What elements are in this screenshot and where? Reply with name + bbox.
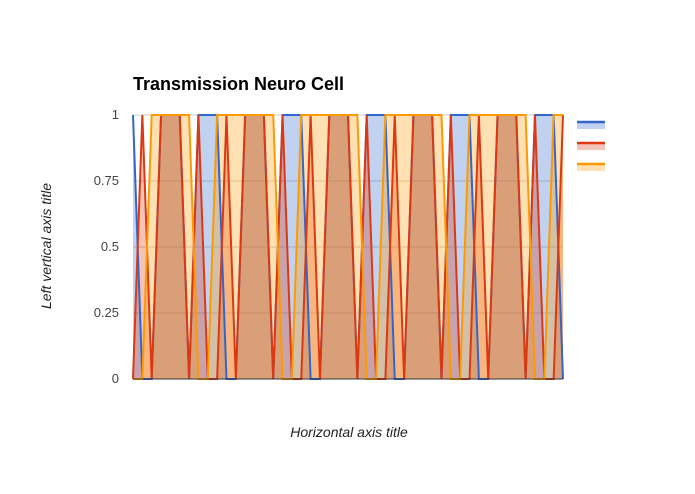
y-tick-label: 0.25 bbox=[94, 305, 119, 320]
y-tick-label: 0.5 bbox=[101, 239, 119, 254]
legend-swatch-1 bbox=[577, 122, 605, 129]
y-axis-title: Left vertical axis title bbox=[38, 183, 54, 309]
x-axis-title: Horizontal axis title bbox=[290, 424, 408, 440]
series-2-area bbox=[133, 115, 563, 379]
y-tick-labels: 0 0.25 0.5 0.75 1 bbox=[94, 107, 119, 386]
series-1-area bbox=[133, 115, 563, 379]
series-areas bbox=[133, 115, 563, 379]
legend-swatch-3 bbox=[577, 164, 605, 171]
series-3-area bbox=[133, 115, 563, 379]
y-tick-label: 0 bbox=[112, 371, 119, 386]
legend-swatch-2 bbox=[577, 143, 605, 150]
y-tick-label: 1 bbox=[112, 107, 119, 122]
legend bbox=[577, 120, 605, 171]
chart-title: Transmission Neuro Cell bbox=[133, 74, 344, 94]
y-tick-label: 0.75 bbox=[94, 173, 119, 188]
